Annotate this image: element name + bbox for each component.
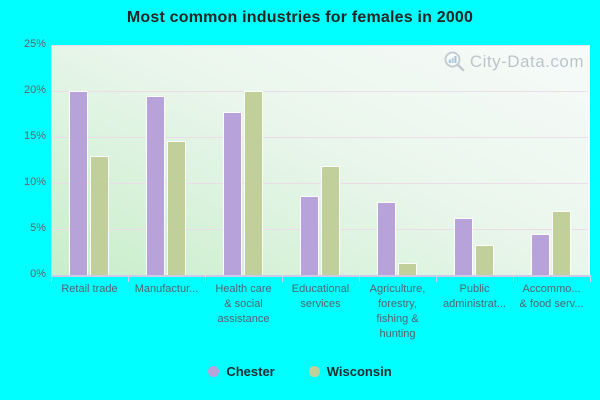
x-label-public-admin: Public administrat... xyxy=(443,283,506,310)
bar-chester-retail-trade[interactable] xyxy=(69,91,88,275)
bar-chester-educational[interactable] xyxy=(300,195,319,275)
bar-chester-health-care[interactable] xyxy=(223,112,242,275)
x-label-manufacturing: Manufactur... xyxy=(134,283,199,295)
chester-legend-dot-icon xyxy=(208,366,220,377)
y-tick-label-15: 15% xyxy=(23,130,46,142)
x-axis-tick xyxy=(436,275,437,282)
y-tick-label-0: 0% xyxy=(30,268,46,280)
bar-wisconsin-public[interactable] xyxy=(475,244,494,275)
x-axis-tick xyxy=(205,275,206,282)
bar-chester-public[interactable] xyxy=(454,218,473,275)
bar-wisconsin-retail-trade[interactable] xyxy=(90,156,109,275)
x-axis-tick xyxy=(513,275,514,282)
bar-chester-manufactur[interactable] xyxy=(146,95,165,275)
x-axis-tick xyxy=(128,275,129,282)
legend: Chester Wisconsin xyxy=(0,364,600,379)
legend-item-wisconsin: Wisconsin xyxy=(308,364,392,379)
watermark-text: City-Data.com xyxy=(469,52,584,71)
x-axis-labels: Retail trade Manufactur... Health care &… xyxy=(51,282,590,352)
bar-wisconsin-agriculture[interactable] xyxy=(398,263,417,275)
gridline-5 xyxy=(51,229,588,230)
watermark: City-Data.com xyxy=(443,50,584,74)
bar-wisconsin-educational[interactable] xyxy=(321,165,340,275)
x-label-health-care: Health care & social assistance xyxy=(215,283,272,325)
bar-wisconsin-health-care[interactable] xyxy=(244,91,263,275)
gridline-15 xyxy=(51,137,588,138)
wisconsin-legend-label: Wisconsin xyxy=(326,364,392,379)
bar-chester-accommo[interactable] xyxy=(531,233,550,275)
x-axis-tick xyxy=(359,275,360,282)
y-tick-label-5: 5% xyxy=(30,222,46,234)
bar-chester-agriculture[interactable] xyxy=(377,202,396,275)
y-tick-label-20: 20% xyxy=(23,84,46,96)
wisconsin-legend-dot-icon xyxy=(308,366,320,377)
x-axis-tick xyxy=(51,275,52,282)
x-label-retail-trade: Retail trade xyxy=(61,283,118,295)
x-label-accommodation: Accommo... & food serv... xyxy=(519,283,584,310)
x-label-agriculture: Agriculture, forestry, fishing & hunting xyxy=(369,283,426,340)
x-axis-tick xyxy=(282,275,283,282)
chester-legend-label: Chester xyxy=(226,364,275,379)
city-data-logo-icon xyxy=(444,51,465,72)
gridline-20 xyxy=(51,91,588,92)
x-axis-tick xyxy=(590,275,591,282)
x-axis-tick-marks xyxy=(0,275,600,283)
bar-wisconsin-manufactur[interactable] xyxy=(167,140,186,275)
gridline-25 xyxy=(51,45,588,46)
y-tick-label-10: 10% xyxy=(23,176,46,188)
legend-item-chester: Chester xyxy=(208,364,275,379)
y-axis: 25% 20% 15% 10% 5% 0% xyxy=(0,0,46,300)
y-tick-label-25: 25% xyxy=(23,38,46,50)
x-label-educational: Educational services xyxy=(291,283,350,310)
plot-area: City-Data.com xyxy=(51,45,590,275)
bar-wisconsin-accommo[interactable] xyxy=(552,210,571,275)
gridline-10 xyxy=(51,183,588,184)
chart-title: Most common industries for females in 20… xyxy=(126,9,474,26)
